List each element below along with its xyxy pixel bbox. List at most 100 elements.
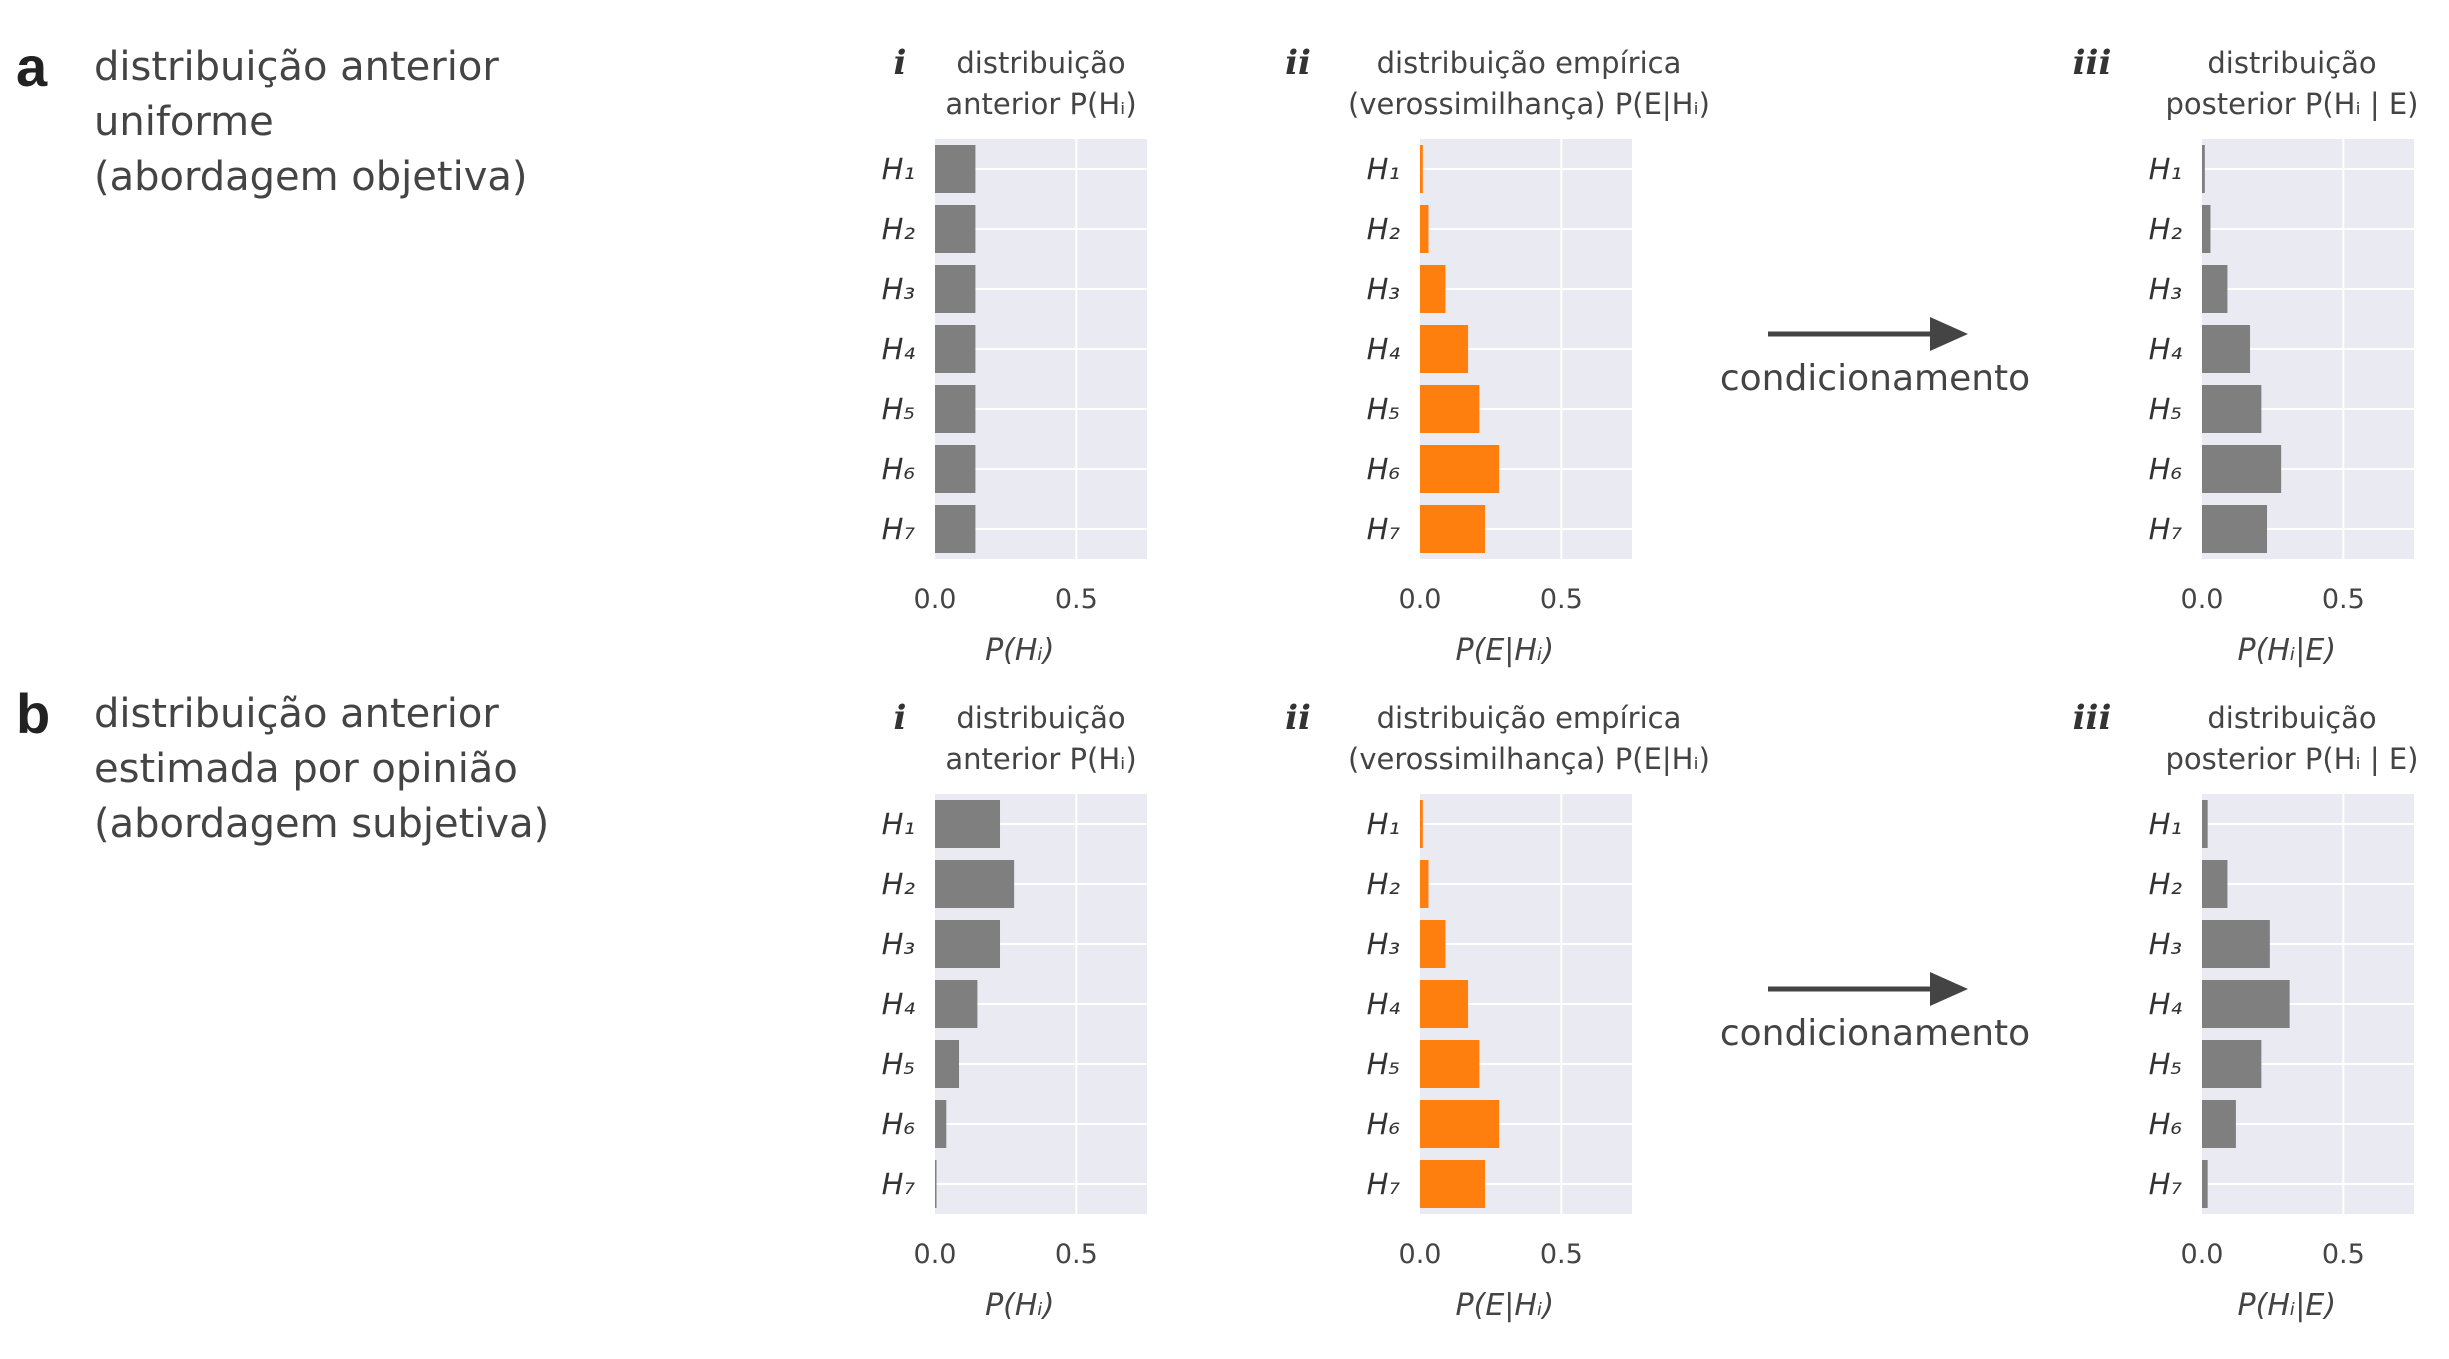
bar-h5 [2202,385,2262,433]
chart-title-line: anterior P(Hᵢ) [945,87,1136,121]
category-label-h3: H₃ [882,272,915,306]
bar-h4 [2202,980,2290,1028]
category-label-h7: H₇ [882,1167,916,1201]
bar-h5 [1420,1040,1480,1088]
bar-h2 [935,205,976,253]
row-b: b distribuição anterior estimada por opini… [16,682,2030,1054]
chart-title-line: distribuição [2207,46,2376,80]
category-label-h4: H₄ [882,987,916,1021]
arrow-head [1930,317,1968,351]
x-axis-label: P(E|Hᵢ) [1456,633,1554,668]
row-description-line: distribuição anterior [94,44,499,90]
bar-h2 [2202,860,2228,908]
chart-title-line: distribuição [956,701,1125,735]
x-tick-label: 0.0 [914,1239,957,1270]
chart-title-line: distribuição empírica [1377,701,1682,735]
bar-h4 [935,980,978,1028]
bar-h2 [2202,205,2211,253]
category-label-h4: H₄ [882,332,916,366]
category-label-h1: H₁ [882,152,915,186]
category-label-h5: H₅ [882,392,915,426]
chart-roman-numeral: iii [2073,698,2112,738]
x-axis-label: P(Hᵢ|E) [2238,1288,2336,1323]
row-description-line: (abordagem subjetiva) [94,801,549,847]
bar-h1 [935,800,1001,848]
category-label-h7: H₇ [2149,1167,2183,1201]
category-label-h3: H₃ [2149,927,2182,961]
panel-letter-b: b [16,682,50,745]
category-label-h6: H₆ [2149,1107,2182,1141]
category-label-h7: H₇ [1367,1167,1401,1201]
row-description-line: distribuição anterior [94,691,499,737]
category-label-h6: H₆ [1367,1107,1400,1141]
bar-h3 [935,920,1001,968]
category-label-h5: H₅ [2149,1047,2182,1081]
chart-roman-numeral: i [894,698,907,738]
bar-h6 [2202,1100,2236,1148]
row-description-line: (abordagem objetiva) [94,154,527,200]
bar-h6 [1420,445,1500,493]
chart-title-line: posterior P(Hᵢ | E) [2166,742,2419,776]
chart-title-line: anterior P(Hᵢ) [945,742,1136,776]
category-label-h4: H₄ [2149,987,2183,1021]
chart-roman-numeral: iii [2073,43,2112,83]
chart-title-line: (verossimilhança) P(E|Hᵢ) [1348,87,1710,121]
bar-h4 [2202,325,2251,373]
category-label-h3: H₃ [882,927,915,961]
category-label-h1: H₁ [2149,807,2182,841]
category-label-h6: H₆ [882,452,915,486]
category-label-h6: H₆ [882,1107,915,1141]
bar-h2 [1420,860,1429,908]
category-label-h2: H₂ [2149,212,2183,246]
x-tick-label: 0.5 [1055,584,1098,615]
panel-letter-a: a [16,35,48,98]
bar-h7 [2202,1160,2208,1208]
bar-h5 [2202,1040,2262,1088]
x-axis-label: P(E|Hᵢ) [1456,1288,1554,1323]
chart-a-ii: ii distribuição empírica (verossimilhança)… [1285,43,1710,668]
bar-h6 [1420,1100,1500,1148]
bar-h3 [935,265,976,313]
chart-roman-numeral: ii [1285,43,1311,83]
category-label-h1: H₁ [2149,152,2182,186]
bar-h7 [2202,505,2268,553]
x-axis-label: P(Hᵢ|E) [2238,633,2336,668]
category-label-h6: H₆ [2149,452,2182,486]
arrow-head [1930,972,1968,1006]
row-description-line: uniforme [94,99,274,145]
x-tick-label: 0.5 [2322,1239,2365,1270]
category-label-h1: H₁ [1367,152,1400,186]
category-label-h2: H₂ [2149,867,2183,901]
chart-roman-numeral: i [894,43,907,83]
category-label-h2: H₂ [1367,867,1401,901]
category-label-h5: H₅ [882,1047,915,1081]
bar-h2 [935,860,1015,908]
x-tick-label: 0.0 [914,584,957,615]
x-tick-label: 0.0 [1399,584,1442,615]
x-tick-label: 0.5 [1540,584,1583,615]
category-label-h1: H₁ [1367,807,1400,841]
arrow-label: condicionamento [1720,358,2030,399]
category-label-h7: H₇ [882,512,916,546]
category-label-h5: H₅ [2149,392,2182,426]
chart-title-line: posterior P(Hᵢ | E) [2166,87,2419,121]
x-axis-label: P(Hᵢ) [985,1288,1054,1323]
bar-h5 [1420,385,1480,433]
category-label-h4: H₄ [1367,987,1401,1021]
bar-h4 [1420,325,1469,373]
bar-h4 [935,325,976,373]
category-label-h7: H₇ [1367,512,1401,546]
category-label-h3: H₃ [2149,272,2182,306]
category-label-h2: H₂ [1367,212,1401,246]
bar-h1 [2202,800,2208,848]
category-label-h1: H₁ [882,807,915,841]
category-label-h2: H₂ [882,212,916,246]
bar-h3 [2202,265,2228,313]
bar-h6 [2202,445,2282,493]
bar-h5 [935,385,976,433]
x-tick-label: 0.5 [2322,584,2365,615]
bar-h3 [1420,920,1446,968]
bar-h3 [2202,920,2270,968]
row-a: a distribuição anterior uniforme (abordagem… [16,35,2030,399]
